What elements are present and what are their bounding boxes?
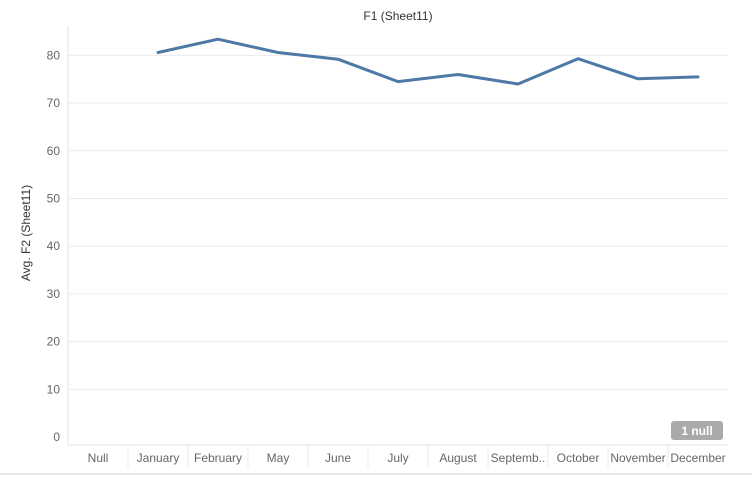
x-tick-label: Septemb.. <box>491 451 546 465</box>
y-tick-label: 70 <box>47 96 61 110</box>
data-point[interactable] <box>634 75 642 83</box>
chart-title: F1 (Sheet11) <box>363 9 432 23</box>
x-axis-ticks: Null January February May June July August Sept… <box>88 451 726 465</box>
data-point[interactable] <box>274 49 282 57</box>
null-indicator-badge[interactable] <box>671 421 723 440</box>
y-axis-ticks: 0 10 20 30 40 50 60 70 80 <box>47 48 61 444</box>
y-tick-label: 50 <box>47 192 61 206</box>
null-indicator-label[interactable]: 1 null <box>681 424 712 438</box>
x-tick-label: May <box>267 451 290 465</box>
y-tick-label: 30 <box>47 287 61 301</box>
data-point[interactable] <box>514 80 522 88</box>
y-tick-label: 0 <box>53 430 60 444</box>
x-tick-label: Null <box>88 451 109 465</box>
category-separators <box>127 445 669 467</box>
x-tick-label: December <box>670 451 725 465</box>
series-layer <box>154 35 702 88</box>
data-point[interactable] <box>574 55 582 63</box>
data-point[interactable] <box>454 70 462 78</box>
data-point[interactable] <box>694 73 702 81</box>
data-point[interactable] <box>154 49 162 57</box>
data-point[interactable] <box>214 35 222 43</box>
x-tick-label: November <box>610 451 665 465</box>
x-tick-label: August <box>439 451 477 465</box>
x-tick-label: October <box>557 451 600 465</box>
y-tick-label: 20 <box>47 335 61 349</box>
x-tick-label: June <box>325 451 351 465</box>
series-line-0 <box>156 37 700 86</box>
y-tick-label: 10 <box>47 382 61 396</box>
data-point[interactable] <box>334 55 342 63</box>
y-tick-label: 40 <box>47 239 61 253</box>
y-axis-label: Avg. F2 (Sheet11) <box>19 185 33 281</box>
x-tick-label: July <box>387 451 408 465</box>
x-tick-label: February <box>194 451 242 465</box>
null-indicator[interactable]: 1 null <box>671 421 723 440</box>
gridlines <box>68 54 728 390</box>
data-point[interactable] <box>394 78 402 86</box>
x-tick-label: January <box>137 451 180 465</box>
y-tick-label: 60 <box>47 144 61 158</box>
y-tick-label: 80 <box>47 48 61 62</box>
